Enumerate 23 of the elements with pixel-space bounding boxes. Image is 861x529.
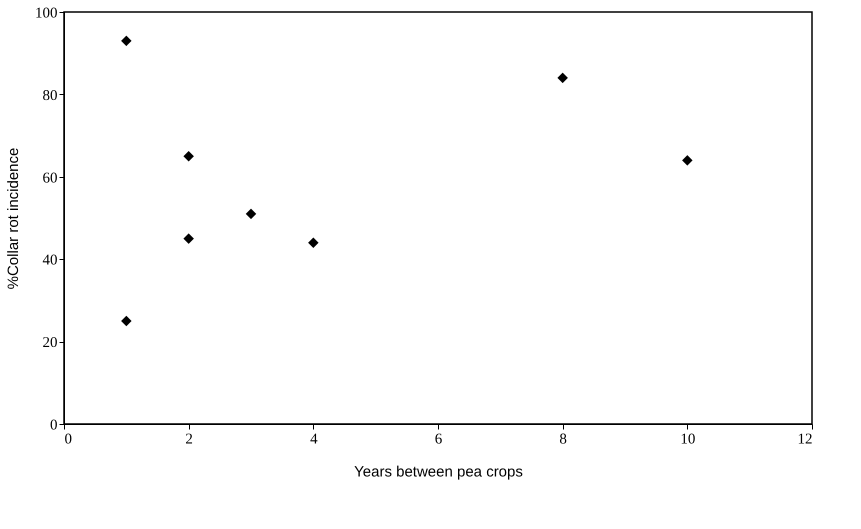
point xyxy=(557,72,568,84)
x-tick-label: 4 xyxy=(310,432,318,448)
point xyxy=(121,36,132,46)
point xyxy=(121,316,132,326)
y-axis-title: %Collar rot incidence xyxy=(5,148,22,290)
y-tick-label: 60 xyxy=(42,170,58,186)
x-tick-label: 8 xyxy=(559,432,567,448)
y-tick-label: 100 xyxy=(35,6,58,22)
x-axis-title: Years between pea crops xyxy=(354,464,523,480)
x-tick-label: 0 xyxy=(64,432,72,448)
x-tick-label: 2 xyxy=(185,432,193,448)
y-tick-label: 0 xyxy=(50,418,58,434)
point xyxy=(183,150,194,162)
point xyxy=(682,155,693,166)
y-tick-label: 20 xyxy=(42,335,58,352)
point xyxy=(246,208,256,220)
y-tick-label: 40 xyxy=(42,252,58,269)
point xyxy=(183,233,194,244)
point xyxy=(308,237,319,248)
x-tick-label: 10 xyxy=(680,432,696,448)
x-tick-label: 6 xyxy=(434,432,443,448)
x-tick-label: 12 xyxy=(798,432,812,448)
y-tick-label: 80 xyxy=(42,88,58,104)
